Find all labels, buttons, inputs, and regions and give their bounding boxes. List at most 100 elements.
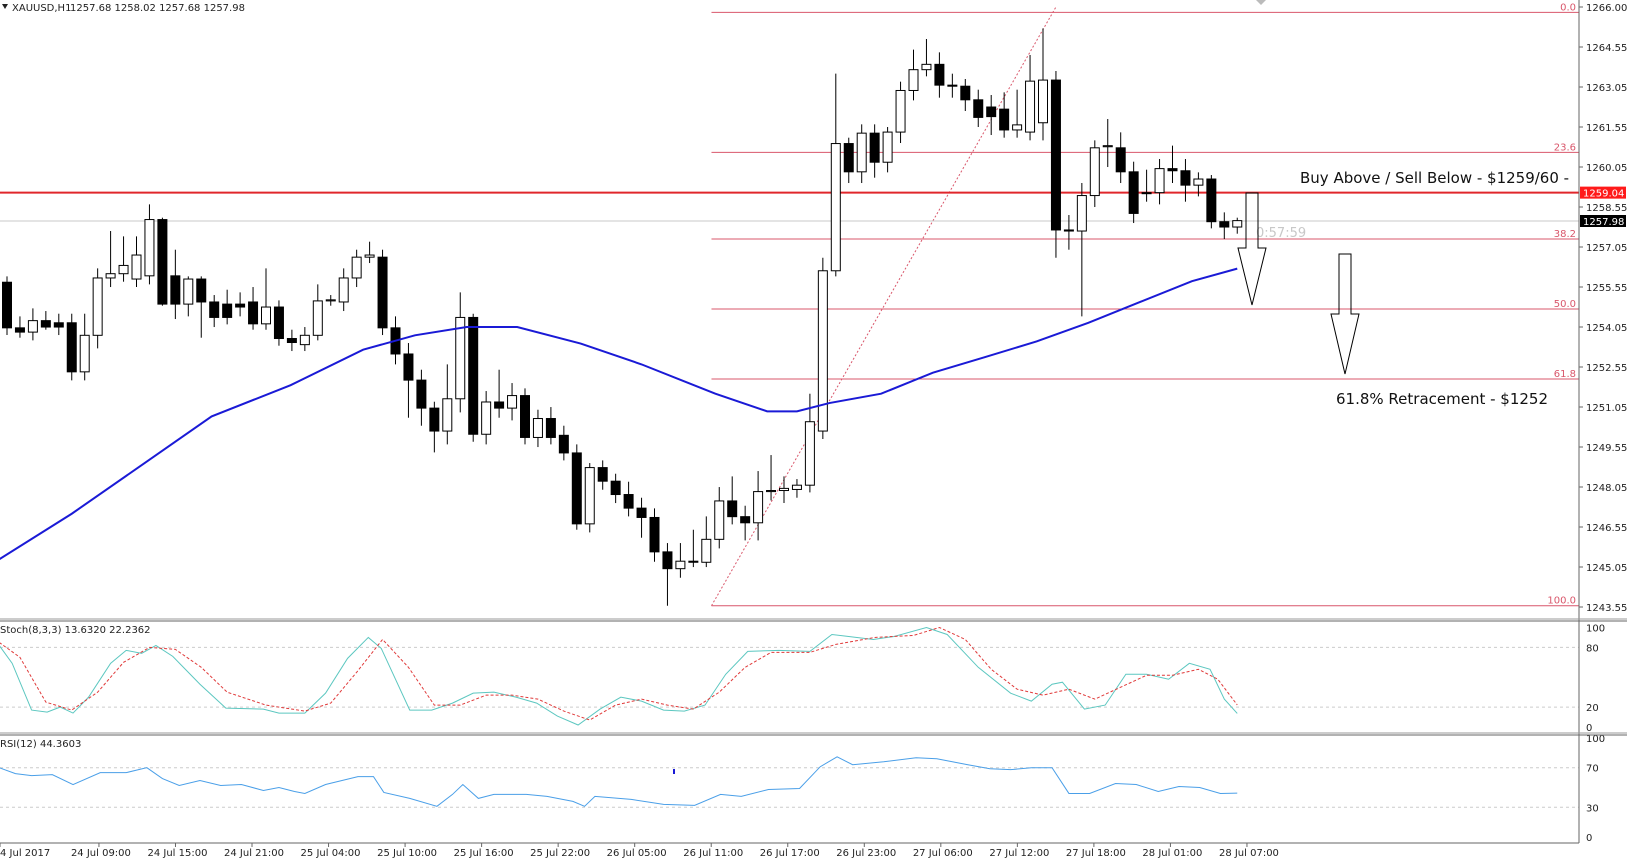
bearish-candle xyxy=(429,407,440,432)
price-tick-label: 1243.55 xyxy=(1586,603,1627,614)
bullish-candle xyxy=(105,273,116,279)
stoch-axis-label: 80 xyxy=(1586,643,1599,654)
bullish-candle xyxy=(882,131,893,163)
symbol-dropdown-icon[interactable] xyxy=(2,4,8,9)
time-tick-label: 26 Jul 05:00 xyxy=(607,848,667,859)
bullish-candle xyxy=(364,254,375,258)
bearish-candle xyxy=(14,327,25,333)
stochastic-panel[interactable]: Stoch(8,3,3) 13.6320 22.2362 100 80 20 0 xyxy=(0,624,1605,735)
bearish-candle xyxy=(986,106,997,118)
bullish-candle xyxy=(1232,220,1243,228)
time-tick-label: 25 Jul 04:00 xyxy=(301,848,361,859)
bearish-candle xyxy=(286,338,297,344)
time-tick-label: 25 Jul 22:00 xyxy=(530,848,590,859)
stoch-label: Stoch(8,3,3) 13.6320 22.2362 xyxy=(0,625,151,636)
bullish-candle xyxy=(766,490,777,493)
sr-price-label: 1259.04 xyxy=(1583,189,1624,200)
bearish-candle xyxy=(248,301,259,325)
current-price-badge xyxy=(1580,215,1626,227)
moving-average-line xyxy=(0,267,1238,561)
retracement-annotation: 61.8% Retracement - $1252 xyxy=(1336,390,1548,408)
rsi-line xyxy=(0,756,1238,807)
bearish-candle xyxy=(623,494,634,509)
price-tick-label: 1260.05 xyxy=(1586,163,1627,174)
bearish-candle xyxy=(597,467,608,482)
bearish-candle xyxy=(235,303,246,308)
bullish-candle xyxy=(1012,124,1023,131)
bearish-candle xyxy=(1219,221,1230,228)
fib-level-label: 61.8 xyxy=(1554,369,1576,380)
bearish-candle xyxy=(843,143,854,173)
price-tick-label: 1249.55 xyxy=(1586,443,1627,454)
bullish-candle xyxy=(92,277,103,336)
bullish-candle xyxy=(338,277,349,303)
bearish-candle xyxy=(1115,147,1126,173)
time-tick-label: 27 Jul 12:00 xyxy=(989,848,1049,859)
bearish-candle xyxy=(494,401,505,409)
bearish-candle xyxy=(1180,170,1191,186)
rsi-panel[interactable]: RSI(12) 44.3603 100 70 30 0 xyxy=(0,734,1605,844)
down-arrow-icon[interactable] xyxy=(1237,192,1267,306)
bearish-candle xyxy=(520,395,530,438)
bullish-candle xyxy=(895,89,906,133)
price-tick-label: 1246.55 xyxy=(1586,523,1627,534)
bullish-candle xyxy=(804,421,815,486)
fib-level-label: 100.0 xyxy=(1547,596,1576,607)
bullish-candle xyxy=(1089,147,1100,197)
down-arrow-icon[interactable] xyxy=(1330,253,1360,375)
price-tick-label: 1251.05 xyxy=(1586,403,1627,414)
time-tick-label: 25 Jul 10:00 xyxy=(377,848,437,859)
bullish-candle xyxy=(1154,168,1165,194)
bearish-candle xyxy=(999,108,1010,131)
bearish-candle xyxy=(1206,178,1217,223)
bullish-candle xyxy=(753,491,764,524)
bearish-candle xyxy=(688,560,699,563)
bearish-candle xyxy=(1050,79,1061,231)
time-tick-label: 24 Jul 09:00 xyxy=(71,848,131,859)
bearish-candle xyxy=(416,379,427,409)
bearish-candle xyxy=(468,316,479,435)
rsi-label: RSI(12) 44.3603 xyxy=(0,739,81,750)
bullish-candle xyxy=(779,487,789,492)
bearish-candle xyxy=(649,516,660,553)
fib-trend-line xyxy=(711,6,1057,606)
bearish-candle xyxy=(1141,192,1152,195)
time-tick-label: 27 Jul 06:00 xyxy=(913,848,973,859)
bearish-candle xyxy=(727,500,738,518)
price-tick-label: 1261.55 xyxy=(1586,123,1627,134)
bullish-candle xyxy=(908,69,919,91)
bar-timer: 0:57:59 xyxy=(1256,226,1306,241)
bullish-candle xyxy=(455,316,466,400)
fib-level-label: 0.0 xyxy=(1560,2,1576,13)
bearish-candle xyxy=(209,301,220,318)
bearish-candle xyxy=(222,303,233,318)
bearish-candle xyxy=(636,507,647,518)
bullish-candle xyxy=(675,560,686,570)
time-tick-label: 26 Jul 17:00 xyxy=(760,848,820,859)
price-tick-label: 1248.05 xyxy=(1586,483,1627,494)
rsi-axis-label: 70 xyxy=(1586,764,1599,775)
time-tick-label: 26 Jul 11:00 xyxy=(683,848,743,859)
time-tick-label: 28 Jul 07:00 xyxy=(1219,848,1279,859)
bearish-candle xyxy=(377,256,388,329)
bullish-candle xyxy=(1193,178,1204,186)
fib-level-label: 50.0 xyxy=(1554,299,1576,310)
bullish-candle xyxy=(131,254,142,280)
bearish-candle xyxy=(2,281,12,329)
bullish-candle xyxy=(532,418,543,438)
chart-shift-marker-icon[interactable] xyxy=(1256,0,1266,5)
price-panel[interactable]: 0.0 23.6 38.2 50.0 61.8 100.0 xyxy=(0,2,1579,607)
sr-price-badge xyxy=(1580,186,1626,199)
bearish-candle xyxy=(66,322,77,373)
bullish-candle xyxy=(791,484,802,490)
bearish-candle xyxy=(973,99,984,118)
bearish-candle xyxy=(1063,229,1074,232)
time-tick-label: 28 Jul 01:00 xyxy=(1142,848,1202,859)
bullish-candle xyxy=(312,300,323,336)
bearish-candle xyxy=(170,275,181,305)
price-tick-label: 1264.55 xyxy=(1586,43,1627,54)
bullish-candle xyxy=(442,398,453,432)
bearish-candle xyxy=(934,63,945,86)
time-tick-label: 25 Jul 16:00 xyxy=(454,848,514,859)
